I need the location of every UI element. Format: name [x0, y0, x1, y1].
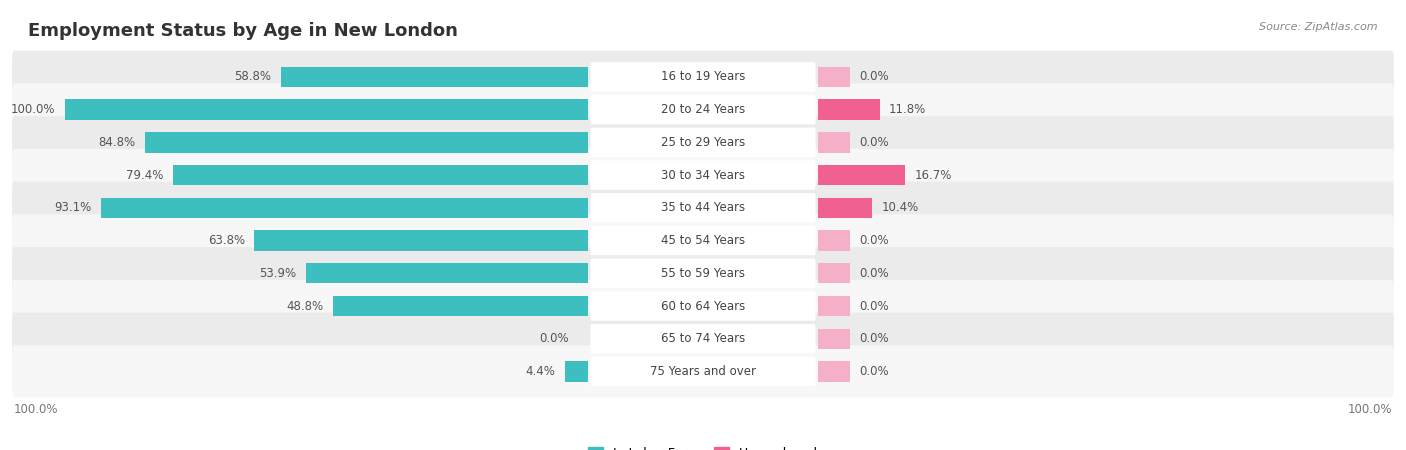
Bar [565, 361, 588, 382]
Bar [818, 67, 849, 87]
Bar [818, 328, 849, 349]
Text: 0.0%: 0.0% [859, 332, 889, 345]
Bar [818, 132, 849, 153]
Bar [101, 198, 588, 218]
Bar [818, 296, 849, 316]
Bar [818, 198, 872, 218]
Text: 16 to 19 Years: 16 to 19 Years [661, 70, 745, 83]
FancyBboxPatch shape [13, 345, 1393, 398]
Text: 100.0%: 100.0% [14, 403, 59, 415]
Text: 63.8%: 63.8% [208, 234, 245, 247]
Text: 55 to 59 Years: 55 to 59 Years [661, 267, 745, 280]
FancyBboxPatch shape [13, 214, 1393, 267]
Bar [333, 296, 588, 316]
Text: 20 to 24 Years: 20 to 24 Years [661, 103, 745, 116]
FancyBboxPatch shape [591, 357, 815, 386]
FancyBboxPatch shape [13, 313, 1393, 365]
Text: 35 to 44 Years: 35 to 44 Years [661, 201, 745, 214]
Bar [173, 165, 588, 185]
Text: 48.8%: 48.8% [287, 300, 323, 312]
Text: 60 to 64 Years: 60 to 64 Years [661, 300, 745, 312]
Text: 30 to 34 Years: 30 to 34 Years [661, 169, 745, 182]
Text: 79.4%: 79.4% [127, 169, 163, 182]
Text: 0.0%: 0.0% [859, 300, 889, 312]
FancyBboxPatch shape [13, 247, 1393, 299]
FancyBboxPatch shape [591, 324, 815, 353]
Text: 4.4%: 4.4% [526, 365, 555, 378]
Text: 45 to 54 Years: 45 to 54 Years [661, 234, 745, 247]
FancyBboxPatch shape [13, 51, 1393, 103]
FancyBboxPatch shape [13, 182, 1393, 234]
Text: 0.0%: 0.0% [859, 70, 889, 83]
FancyBboxPatch shape [591, 128, 815, 157]
Text: 53.9%: 53.9% [260, 267, 297, 280]
FancyBboxPatch shape [13, 116, 1393, 169]
Bar [818, 361, 849, 382]
Bar [818, 230, 849, 251]
Text: 0.0%: 0.0% [859, 136, 889, 149]
Text: 100.0%: 100.0% [1347, 403, 1392, 415]
Bar [818, 263, 849, 284]
FancyBboxPatch shape [591, 193, 815, 223]
Bar [307, 263, 588, 284]
Text: 58.8%: 58.8% [233, 70, 271, 83]
Bar [818, 165, 905, 185]
Text: 16.7%: 16.7% [915, 169, 952, 182]
Text: Source: ZipAtlas.com: Source: ZipAtlas.com [1260, 22, 1378, 32]
Text: 93.1%: 93.1% [55, 201, 91, 214]
Bar [145, 132, 588, 153]
FancyBboxPatch shape [13, 83, 1393, 136]
FancyBboxPatch shape [13, 149, 1393, 201]
Bar [818, 99, 880, 120]
Legend: In Labor Force, Unemployed: In Labor Force, Unemployed [583, 442, 823, 450]
Bar [65, 99, 588, 120]
Text: 100.0%: 100.0% [11, 103, 55, 116]
FancyBboxPatch shape [591, 160, 815, 190]
Text: 10.4%: 10.4% [882, 201, 920, 214]
Text: 0.0%: 0.0% [859, 234, 889, 247]
Text: 0.0%: 0.0% [859, 365, 889, 378]
Text: 0.0%: 0.0% [540, 332, 569, 345]
Text: 84.8%: 84.8% [98, 136, 135, 149]
FancyBboxPatch shape [591, 62, 815, 92]
Text: 75 Years and over: 75 Years and over [650, 365, 756, 378]
FancyBboxPatch shape [591, 226, 815, 255]
Text: 11.8%: 11.8% [889, 103, 927, 116]
FancyBboxPatch shape [591, 291, 815, 321]
FancyBboxPatch shape [13, 280, 1393, 332]
Bar [281, 67, 588, 87]
Text: 0.0%: 0.0% [859, 267, 889, 280]
Text: 25 to 29 Years: 25 to 29 Years [661, 136, 745, 149]
Bar [254, 230, 588, 251]
Text: Employment Status by Age in New London: Employment Status by Age in New London [28, 22, 458, 40]
Text: 65 to 74 Years: 65 to 74 Years [661, 332, 745, 345]
FancyBboxPatch shape [591, 95, 815, 124]
FancyBboxPatch shape [591, 259, 815, 288]
